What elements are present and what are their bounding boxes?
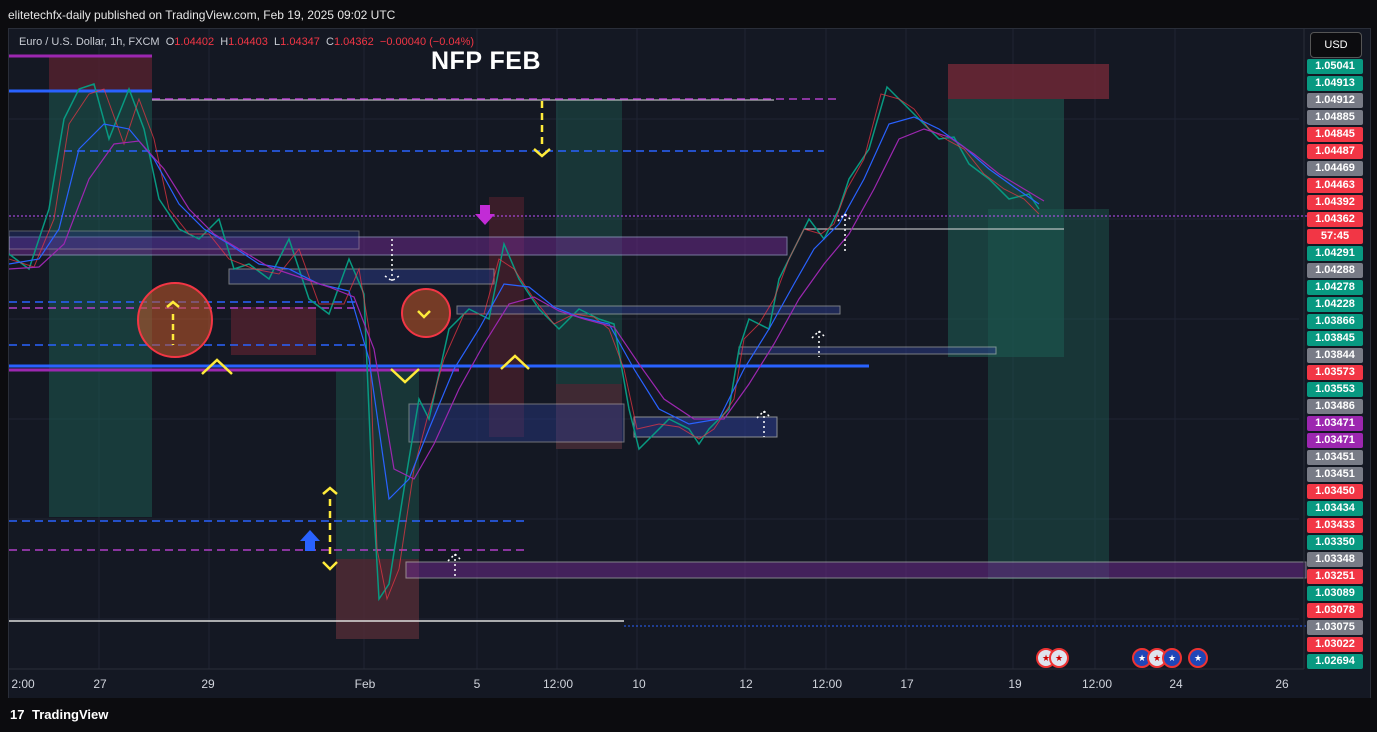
symbol-name: Euro / U.S. Dollar, 1h, FXCM [19, 36, 160, 48]
price-label: 1.04912 [1307, 93, 1363, 108]
price-label: 1.03866 [1307, 314, 1363, 329]
time-label: 2:00 [11, 677, 35, 691]
footer: 17 TradingView [0, 698, 1377, 732]
symbol-legend: Euro / U.S. Dollar, 1h, FXCM O1.04402 H1… [19, 36, 474, 48]
price-label: 1.03433 [1307, 518, 1363, 533]
time-axis[interactable]: 2:00 27 29 Feb 5 12:00 10 12 12:00 17 19 12:00 24 26 [9, 669, 1309, 697]
price-series [9, 83, 1045, 602]
publish-text: elitetechfx-daily published on TradingVi… [8, 8, 396, 22]
price-label: 1.03471 [1307, 433, 1363, 448]
price-label: 1.04469 [1307, 161, 1363, 176]
high-label: H [220, 36, 229, 48]
price-label: 1.03573 [1307, 365, 1363, 380]
time-label: 12:00 [542, 677, 574, 691]
time-label: 12:00 [1081, 677, 1113, 691]
level-lines [9, 54, 1309, 627]
price-label: 1.03450 [1307, 484, 1363, 499]
price-label: 1.04291 [1307, 246, 1363, 261]
price-chart[interactable] [9, 29, 1370, 698]
price-label: 1.04885 [1307, 110, 1363, 125]
magenta-down-arrow-icon [475, 205, 495, 225]
price-label: 1.04913 [1307, 76, 1363, 91]
publish-header: elitetechfx-daily published on TradingVi… [0, 0, 1377, 28]
currency-button[interactable]: USD [1310, 32, 1362, 58]
price-label: 1.04362 [1307, 212, 1363, 227]
open-value: 1.04402 [174, 36, 215, 48]
price-label: 1.03844 [1307, 348, 1363, 363]
chart-title: NFP FEB [431, 47, 541, 75]
price-label: 1.04288 [1307, 263, 1363, 278]
brand-name[interactable]: TradingView [32, 707, 109, 722]
price-label: 1.03022 [1307, 637, 1363, 652]
change-value: −0.00040 (−0.04%) [379, 36, 475, 48]
supply-demand-zones [9, 230, 1307, 579]
price-label: 1.03451 [1307, 467, 1363, 482]
price-label: 1.04278 [1307, 280, 1363, 295]
eu-flag-icon[interactable]: ★ [1188, 648, 1208, 668]
price-label: 1.04487 [1307, 144, 1363, 159]
price-label: 1.04228 [1307, 297, 1363, 312]
tradingview-logo-icon[interactable]: 17 [10, 707, 25, 722]
price-label: 1.03251 [1307, 569, 1363, 584]
price-label: 1.02694 [1307, 654, 1363, 669]
price-label: 1.04845 [1307, 127, 1363, 142]
time-label: 12:00 [811, 677, 843, 691]
price-label: 57:45 [1307, 229, 1363, 244]
price-axis[interactable]: 1.05041 1.04913 1.04912 1.04885 1.04845 1.044… [1307, 59, 1365, 669]
time-label: 10 [632, 677, 646, 691]
high-value: 1.04403 [228, 36, 268, 48]
open-label: O [165, 36, 175, 48]
price-label: 1.03845 [1307, 331, 1363, 346]
time-label: 24 [1169, 677, 1183, 691]
price-label: 1.03089 [1307, 586, 1363, 601]
blue-up-arrow-icon [300, 530, 320, 551]
time-label: 29 [201, 677, 215, 691]
yellow-markers [166, 101, 551, 571]
white-dotted-markers [384, 212, 853, 579]
low-label: L [274, 36, 281, 48]
us-flag-icon[interactable]: ★ [1049, 648, 1069, 668]
price-label: 1.03348 [1307, 552, 1363, 567]
price-label: 1.03350 [1307, 535, 1363, 550]
time-label: Feb [354, 677, 376, 691]
price-label: 1.03553 [1307, 382, 1363, 397]
position-zones [49, 57, 1109, 639]
chart-area[interactable]: Euro / U.S. Dollar, 1h, FXCM O1.04402 H1… [8, 28, 1371, 699]
price-label: 1.05041 [1307, 59, 1363, 74]
price-label: 1.04392 [1307, 195, 1363, 210]
price-label: 1.03471 [1307, 416, 1363, 431]
price-label: 1.03078 [1307, 603, 1363, 618]
low-value: 1.04347 [280, 36, 320, 48]
price-label: 1.03075 [1307, 620, 1363, 635]
time-label: 12 [739, 677, 753, 691]
eu-flag-icon[interactable]: ★ [1162, 648, 1182, 668]
close-label: C [326, 36, 334, 48]
price-label: 1.03451 [1307, 450, 1363, 465]
highlight-circle-right [401, 288, 451, 338]
time-label: 19 [1008, 677, 1022, 691]
time-label: 26 [1275, 677, 1289, 691]
time-label: 17 [900, 677, 914, 691]
close-value: 1.04362 [334, 36, 374, 48]
time-label: 27 [93, 677, 107, 691]
time-label: 5 [473, 677, 481, 691]
price-label: 1.03434 [1307, 501, 1363, 516]
price-label: 1.04463 [1307, 178, 1363, 193]
price-label: 1.03486 [1307, 399, 1363, 414]
highlight-circle-left [137, 282, 213, 358]
